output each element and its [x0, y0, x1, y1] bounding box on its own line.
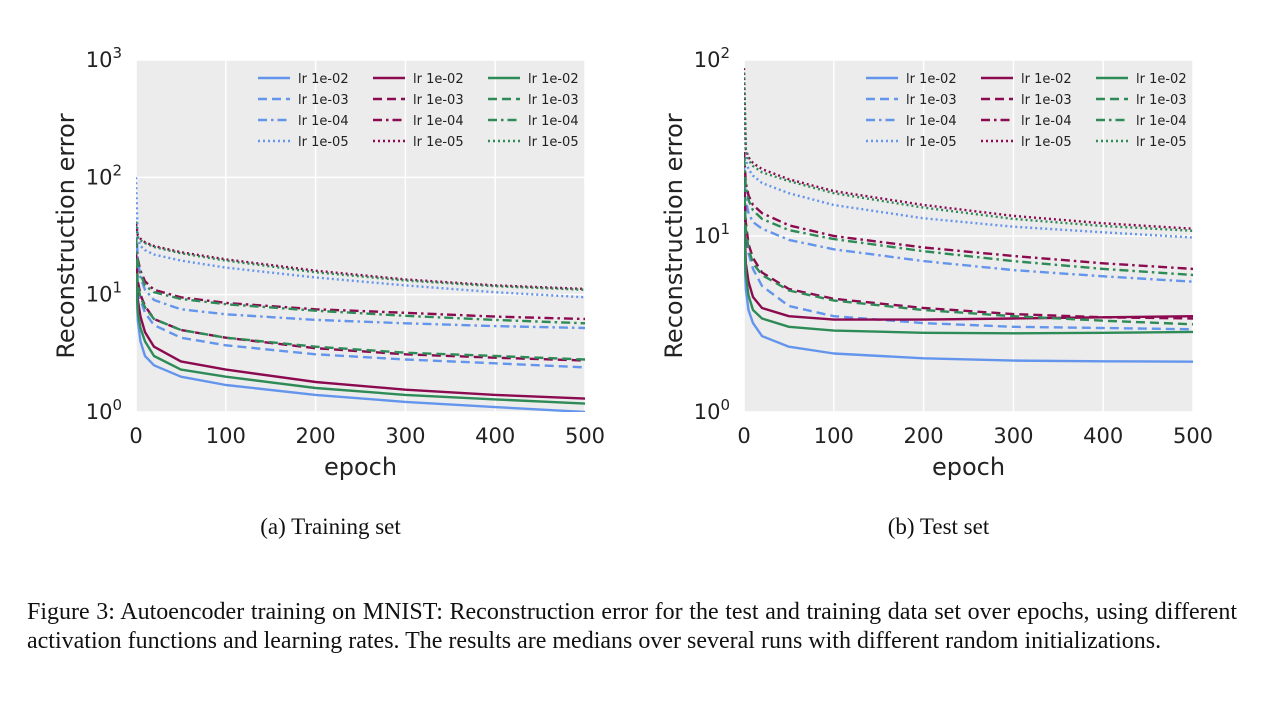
y-tick-label: 100 — [86, 396, 122, 424]
legend-label: lr 1e-04 — [298, 114, 349, 129]
x-tick-label: 100 — [814, 424, 854, 448]
x-tick-label: 400 — [475, 424, 515, 448]
plot-area — [136, 60, 585, 412]
x-tick-label: 500 — [565, 424, 605, 448]
chart-1: 0 100 200 300 400 500 100 101 102 103 epoch Reconst… — [52, 44, 605, 539]
x-axis-label: epoch — [324, 453, 397, 481]
legend-label: lr 1e-05 — [413, 135, 464, 150]
x-tick-label: 0 — [129, 424, 142, 448]
y-axis-label: Reconstruction error — [660, 113, 688, 358]
series-line-8 — [744, 68, 1193, 230]
series-line-4 — [136, 177, 585, 299]
y-tick-label: 103 — [86, 44, 122, 72]
figure-caption: Figure 3: Autoencoder training on MNIST:… — [27, 599, 1237, 654]
x-tick-label: 200 — [904, 424, 944, 448]
legend-label: lr 1e-03 — [1136, 93, 1187, 108]
legend-label: lr 1e-05 — [528, 135, 579, 150]
legend-label: lr 1e-02 — [1021, 72, 1072, 87]
legend-label: lr 1e-02 — [906, 72, 957, 87]
legend: lr 1e-02 lr 1e-03 lr 1e-04 lr 1e-05 lr 1e-02… — [866, 72, 1187, 150]
x-tick-label: 500 — [1173, 424, 1213, 448]
series-line-3 — [744, 165, 1193, 283]
chart-2: 0 100 200 300 400 500 100 101 102 epoch Reconstruc… — [660, 44, 1213, 539]
legend-label: lr 1e-03 — [1021, 93, 1072, 108]
legend-label: lr 1e-04 — [1136, 114, 1187, 129]
y-tick-label: 102 — [86, 161, 122, 189]
legend-label: lr 1e-03 — [413, 93, 464, 108]
legend-label: lr 1e-03 — [298, 93, 349, 108]
series-line-10 — [136, 259, 585, 361]
legend-label: lr 1e-02 — [1136, 72, 1187, 87]
y-axis-label: Reconstruction error — [52, 113, 80, 358]
legend-label: lr 1e-03 — [528, 93, 579, 108]
subcaption: (a) Training set — [260, 514, 401, 539]
legend-label: lr 1e-05 — [1136, 135, 1187, 150]
y-tick-label: 100 — [694, 396, 730, 424]
x-tick-label: 200 — [296, 424, 336, 448]
legend: lr 1e-02 lr 1e-03 lr 1e-04 lr 1e-05 lr 1e-02… — [258, 72, 579, 150]
series-line-1 — [744, 235, 1193, 363]
series-line-4 — [744, 77, 1193, 239]
x-tick-label: 300 — [993, 424, 1033, 448]
legend-label: lr 1e-05 — [298, 135, 349, 150]
legend-label: lr 1e-04 — [528, 114, 579, 129]
x-tick-label: 0 — [737, 424, 750, 448]
legend-label: lr 1e-03 — [906, 93, 957, 108]
legend-label: lr 1e-02 — [528, 72, 579, 87]
series-line-8 — [136, 223, 585, 291]
series-line-9 — [744, 222, 1193, 335]
series-line-11 — [744, 157, 1193, 277]
series-line-6 — [744, 175, 1193, 320]
series-line-9 — [136, 273, 585, 405]
series-line-11 — [136, 238, 585, 325]
x-tick-label: 300 — [385, 424, 425, 448]
series-line-12 — [744, 72, 1193, 232]
x-tick-label: 100 — [206, 424, 246, 448]
subcaption: (b) Test set — [888, 514, 990, 539]
series-line-5 — [136, 264, 585, 400]
x-tick-label: 400 — [1083, 424, 1123, 448]
legend-label: lr 1e-04 — [1021, 114, 1072, 129]
series-line-7 — [136, 238, 585, 321]
series-line-1 — [136, 264, 585, 412]
legend-label: lr 1e-02 — [298, 72, 349, 87]
legend-label: lr 1e-05 — [906, 135, 957, 150]
y-tick-label: 101 — [694, 220, 730, 248]
y-tick-label: 102 — [694, 44, 730, 72]
series-group — [744, 68, 1193, 363]
x-axis-label: epoch — [932, 453, 1005, 481]
y-tick-label: 101 — [86, 279, 122, 307]
series-line-10 — [744, 182, 1193, 326]
legend-label: lr 1e-04 — [413, 114, 464, 129]
series-group — [136, 177, 585, 412]
legend-label: lr 1e-05 — [1021, 135, 1072, 150]
legend-label: lr 1e-04 — [906, 114, 957, 129]
legend-label: lr 1e-02 — [413, 72, 464, 87]
